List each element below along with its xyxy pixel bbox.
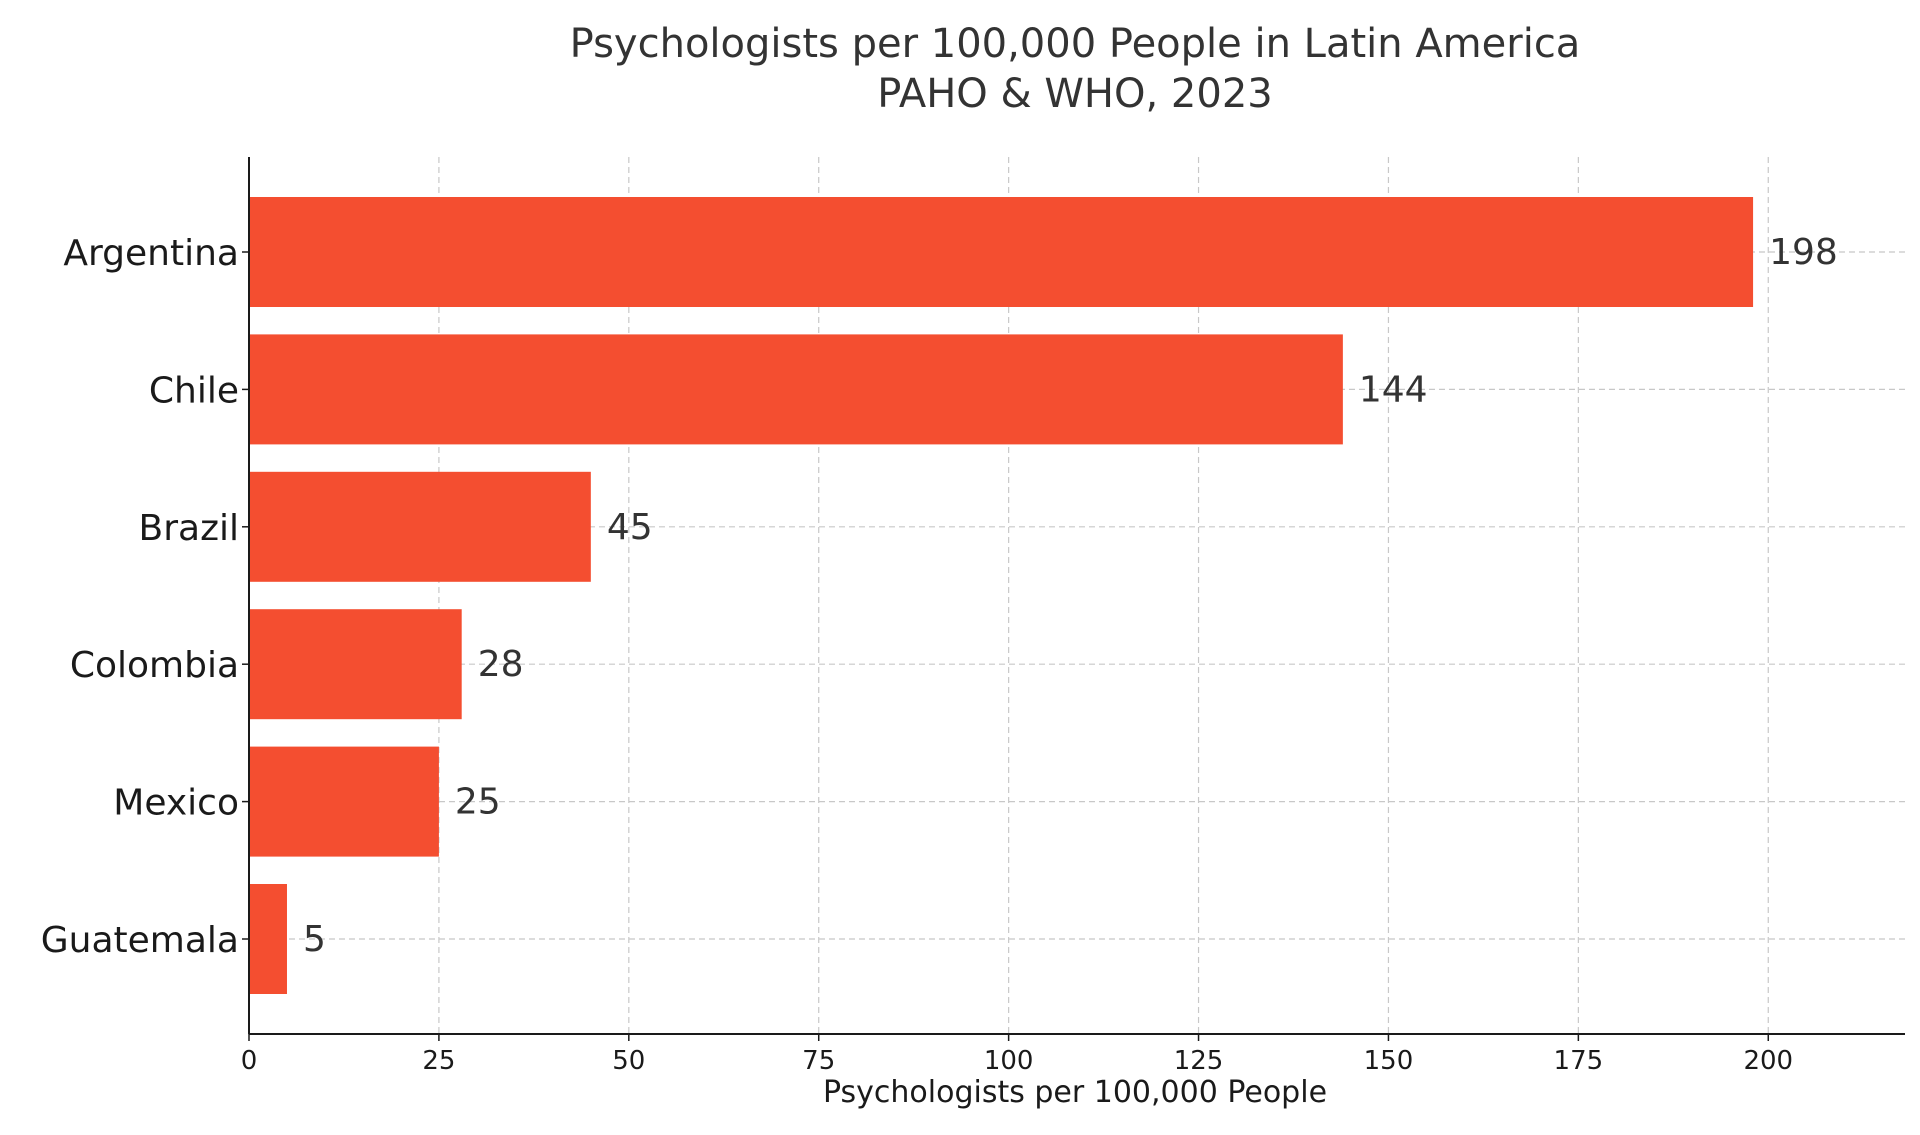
bar-chile [249,334,1343,445]
x-tick-label: 75 [802,1046,835,1076]
category-label: Chile [149,370,239,411]
x-tick-label: 100 [984,1046,1034,1076]
chart-subtitle: PAHO & WHO, 2023 [877,71,1272,117]
x-tick-label: 125 [1174,1046,1224,1076]
data-label: 45 [607,507,653,548]
data-label: 25 [455,782,501,823]
labels: 0 25 50 75 100 125 150 175 200 Argentina Chile Braz… [41,232,1838,1076]
bar-colombia [249,609,462,720]
data-label: 144 [1359,369,1428,410]
bar-guatemala [249,884,287,994]
x-tick-label: 50 [612,1046,645,1076]
category-label: Mexico [113,783,239,824]
x-tick-label: 175 [1554,1046,1604,1076]
x-tick-label: 200 [1743,1046,1793,1076]
category-label: Guatemala [41,920,239,961]
bar-argentina [249,197,1754,307]
chart-title: Psychologists per 100,000 People in Lati… [570,21,1581,67]
x-tick-label: 0 [241,1046,258,1076]
x-tick-label: 150 [1364,1046,1414,1076]
category-label: Brazil [139,508,239,549]
x-tick-label: 25 [422,1046,455,1076]
axes [242,157,1905,1041]
category-label: Colombia [70,645,239,686]
x-axis-title: Psychologists per 100,000 People [823,1075,1327,1110]
bars [249,197,1754,994]
bar-mexico [249,746,439,857]
bar-brazil [249,471,591,582]
data-label: 28 [478,644,524,685]
data-label: 198 [1769,232,1838,273]
data-label: 5 [303,919,326,960]
category-label: Argentina [63,233,239,274]
